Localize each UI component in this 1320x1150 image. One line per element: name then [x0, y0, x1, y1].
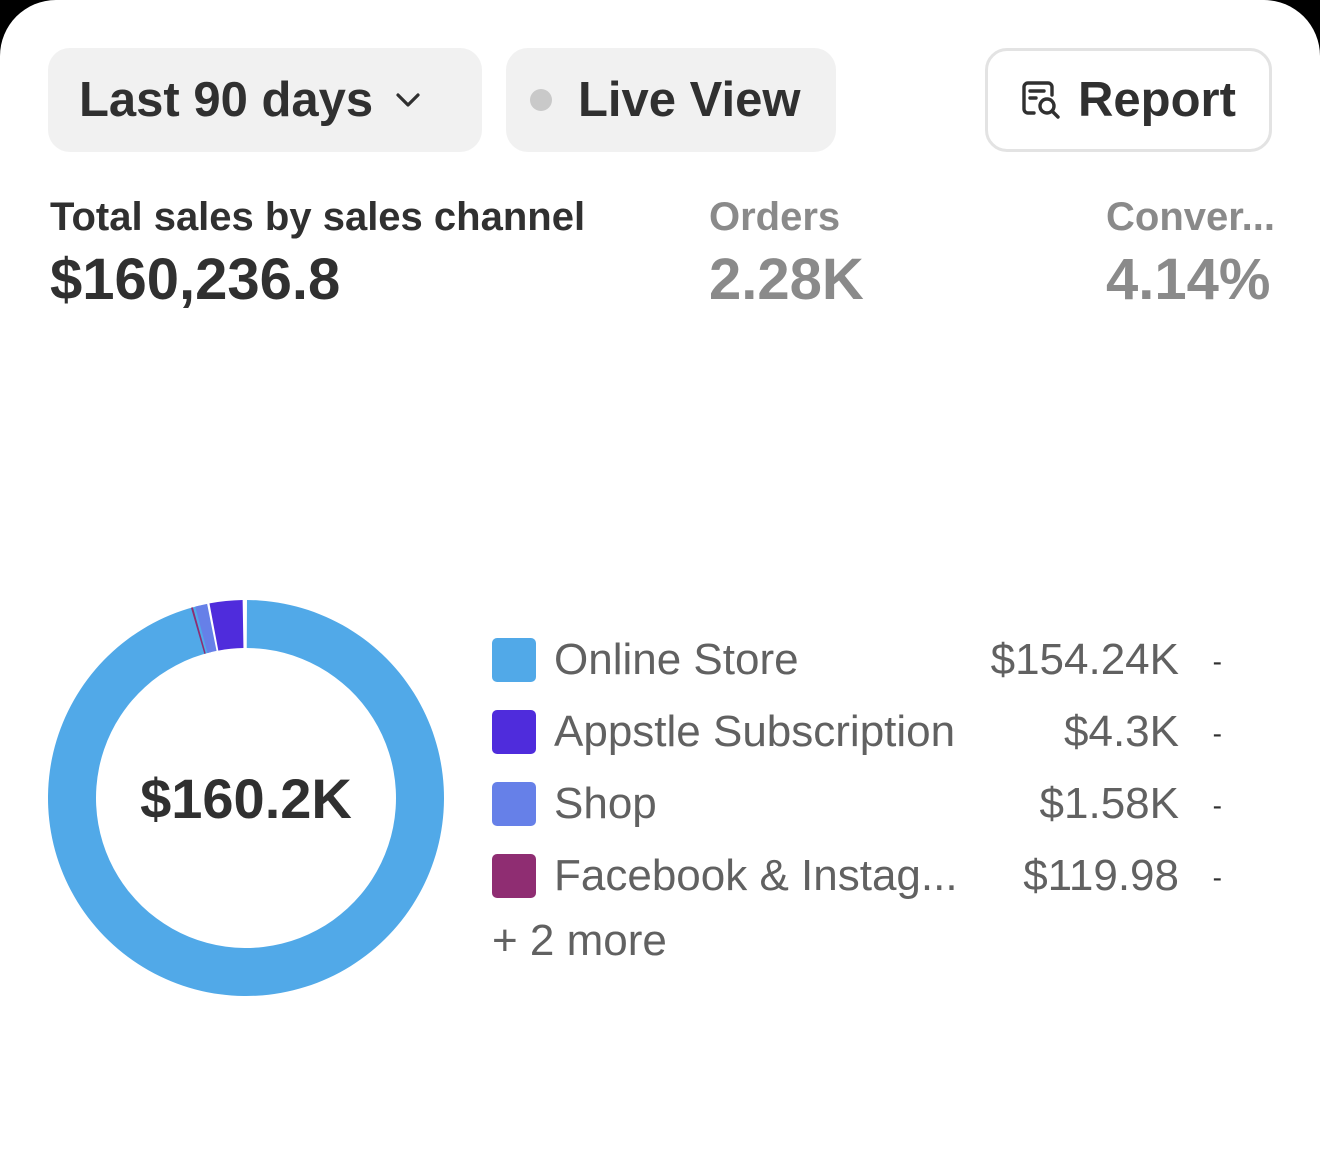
- metric-conversion[interactable]: Conver... 4.14%: [1106, 195, 1275, 313]
- live-view-button[interactable]: Live View: [506, 48, 836, 152]
- legend-more-link[interactable]: + 2 more: [492, 916, 667, 965]
- live-status-dot-icon: [530, 89, 552, 111]
- legend-label: Online Store: [554, 635, 799, 684]
- donut-segment-shop[interactable]: [195, 603, 217, 654]
- legend-item[interactable]: Shop $1.58K -: [492, 768, 1252, 840]
- live-view-label: Live View: [578, 73, 801, 127]
- report-button[interactable]: Report: [985, 48, 1272, 152]
- legend-value: $1.58K: [1039, 779, 1179, 828]
- legend-item[interactable]: Facebook & Instag... $119.98 -: [492, 840, 1252, 912]
- date-range-dropdown[interactable]: Last 90 days: [48, 48, 482, 152]
- legend-value: $4.3K: [1064, 707, 1179, 756]
- metric-orders[interactable]: Orders 2.28K: [709, 195, 864, 313]
- legend-swatch: [492, 854, 536, 898]
- change-indicator: -: [1212, 862, 1222, 893]
- legend-value: $119.98: [1023, 851, 1179, 900]
- legend-label: Facebook & Instag...: [554, 851, 958, 900]
- date-range-label: Last 90 days: [79, 73, 374, 127]
- report-label: Report: [1078, 73, 1236, 127]
- legend-swatch: [492, 638, 536, 682]
- metric-conversion-value: 4.14%: [1106, 247, 1271, 312]
- change-indicator: -: [1212, 646, 1222, 677]
- metric-total-sales-value: $160,236.8: [50, 247, 341, 312]
- legend-value: $154.24K: [990, 635, 1179, 684]
- metric-orders-label: Orders: [709, 195, 841, 239]
- donut-center-total: $160.2K: [140, 766, 352, 830]
- legend-label: Appstle Subscription: [554, 707, 956, 756]
- metric-orders-value: 2.28K: [709, 247, 864, 312]
- legend-label: Shop: [554, 779, 657, 828]
- legend-swatch: [492, 782, 536, 826]
- metric-total-sales[interactable]: Total sales by sales channel $160,236.8: [50, 195, 585, 313]
- report-search-icon: [1022, 81, 1060, 119]
- metric-total-sales-label: Total sales by sales channel: [50, 195, 586, 239]
- metric-conversion-label: Conver...: [1106, 195, 1275, 239]
- legend-item[interactable]: Appstle Subscription $4.3K -: [492, 696, 1252, 768]
- donut-segment-appstle-subscription[interactable]: [209, 600, 244, 651]
- legend-swatch: [492, 710, 536, 754]
- sales-channel-donut-chart: [48, 600, 444, 996]
- chart-legend: Online Store $154.24K - Appstle Subscrip…: [492, 624, 1252, 966]
- legend-item[interactable]: Online Store $154.24K -: [492, 624, 1252, 696]
- change-indicator: -: [1212, 790, 1222, 821]
- donut-segment-facebook-instag[interactable]: [190, 607, 206, 654]
- change-indicator: -: [1212, 718, 1222, 749]
- chevron-down-icon: [396, 93, 420, 107]
